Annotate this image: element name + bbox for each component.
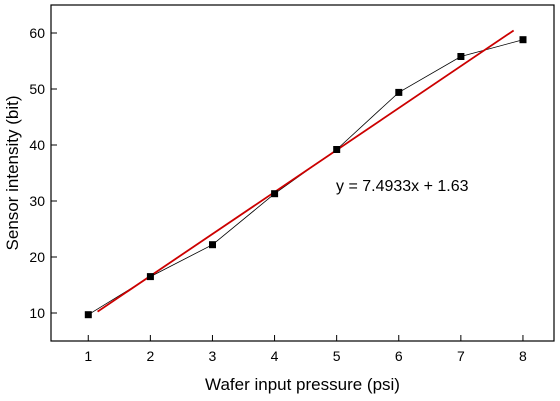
x-tick-label: 5 (333, 348, 341, 364)
data-point (84, 311, 92, 319)
x-tick-label: 4 (271, 348, 279, 364)
data-point (209, 241, 216, 249)
y-tick-label: 30 (29, 193, 45, 209)
x-axis-title: Wafer input pressure (psi) (205, 375, 400, 394)
fit-equation-label: y = 7.4933x + 1.63 (336, 178, 469, 195)
x-axis-ticks: 1 2 3 4 5 6 7 8 (84, 335, 527, 364)
x-tick-label: 7 (457, 348, 465, 364)
data-point (333, 146, 341, 153)
data-point (146, 273, 154, 281)
data-point (395, 88, 403, 96)
x-tick-label: 1 (84, 348, 92, 364)
x-tick-label: 6 (395, 348, 403, 364)
y-tick-label: 20 (29, 249, 45, 265)
x-tick-label: 8 (519, 348, 527, 364)
plot-frame (50, 4, 555, 342)
y-tick-label: 40 (29, 137, 45, 153)
linear-fit-line (97, 29, 515, 313)
y-axis-title: Sensor intensity (bit) (3, 96, 22, 251)
y-tick-label: 60 (29, 25, 45, 41)
data-point (457, 53, 465, 60)
data-points (84, 36, 527, 319)
x-tick-label: 3 (209, 348, 217, 364)
data-point (519, 36, 527, 44)
y-axis-ticks: 10 20 30 40 50 60 (29, 25, 57, 321)
x-tick-label: 2 (146, 348, 154, 364)
y-tick-label: 50 (29, 81, 45, 97)
data-point (271, 190, 279, 198)
y-tick-label: 10 (29, 305, 45, 321)
